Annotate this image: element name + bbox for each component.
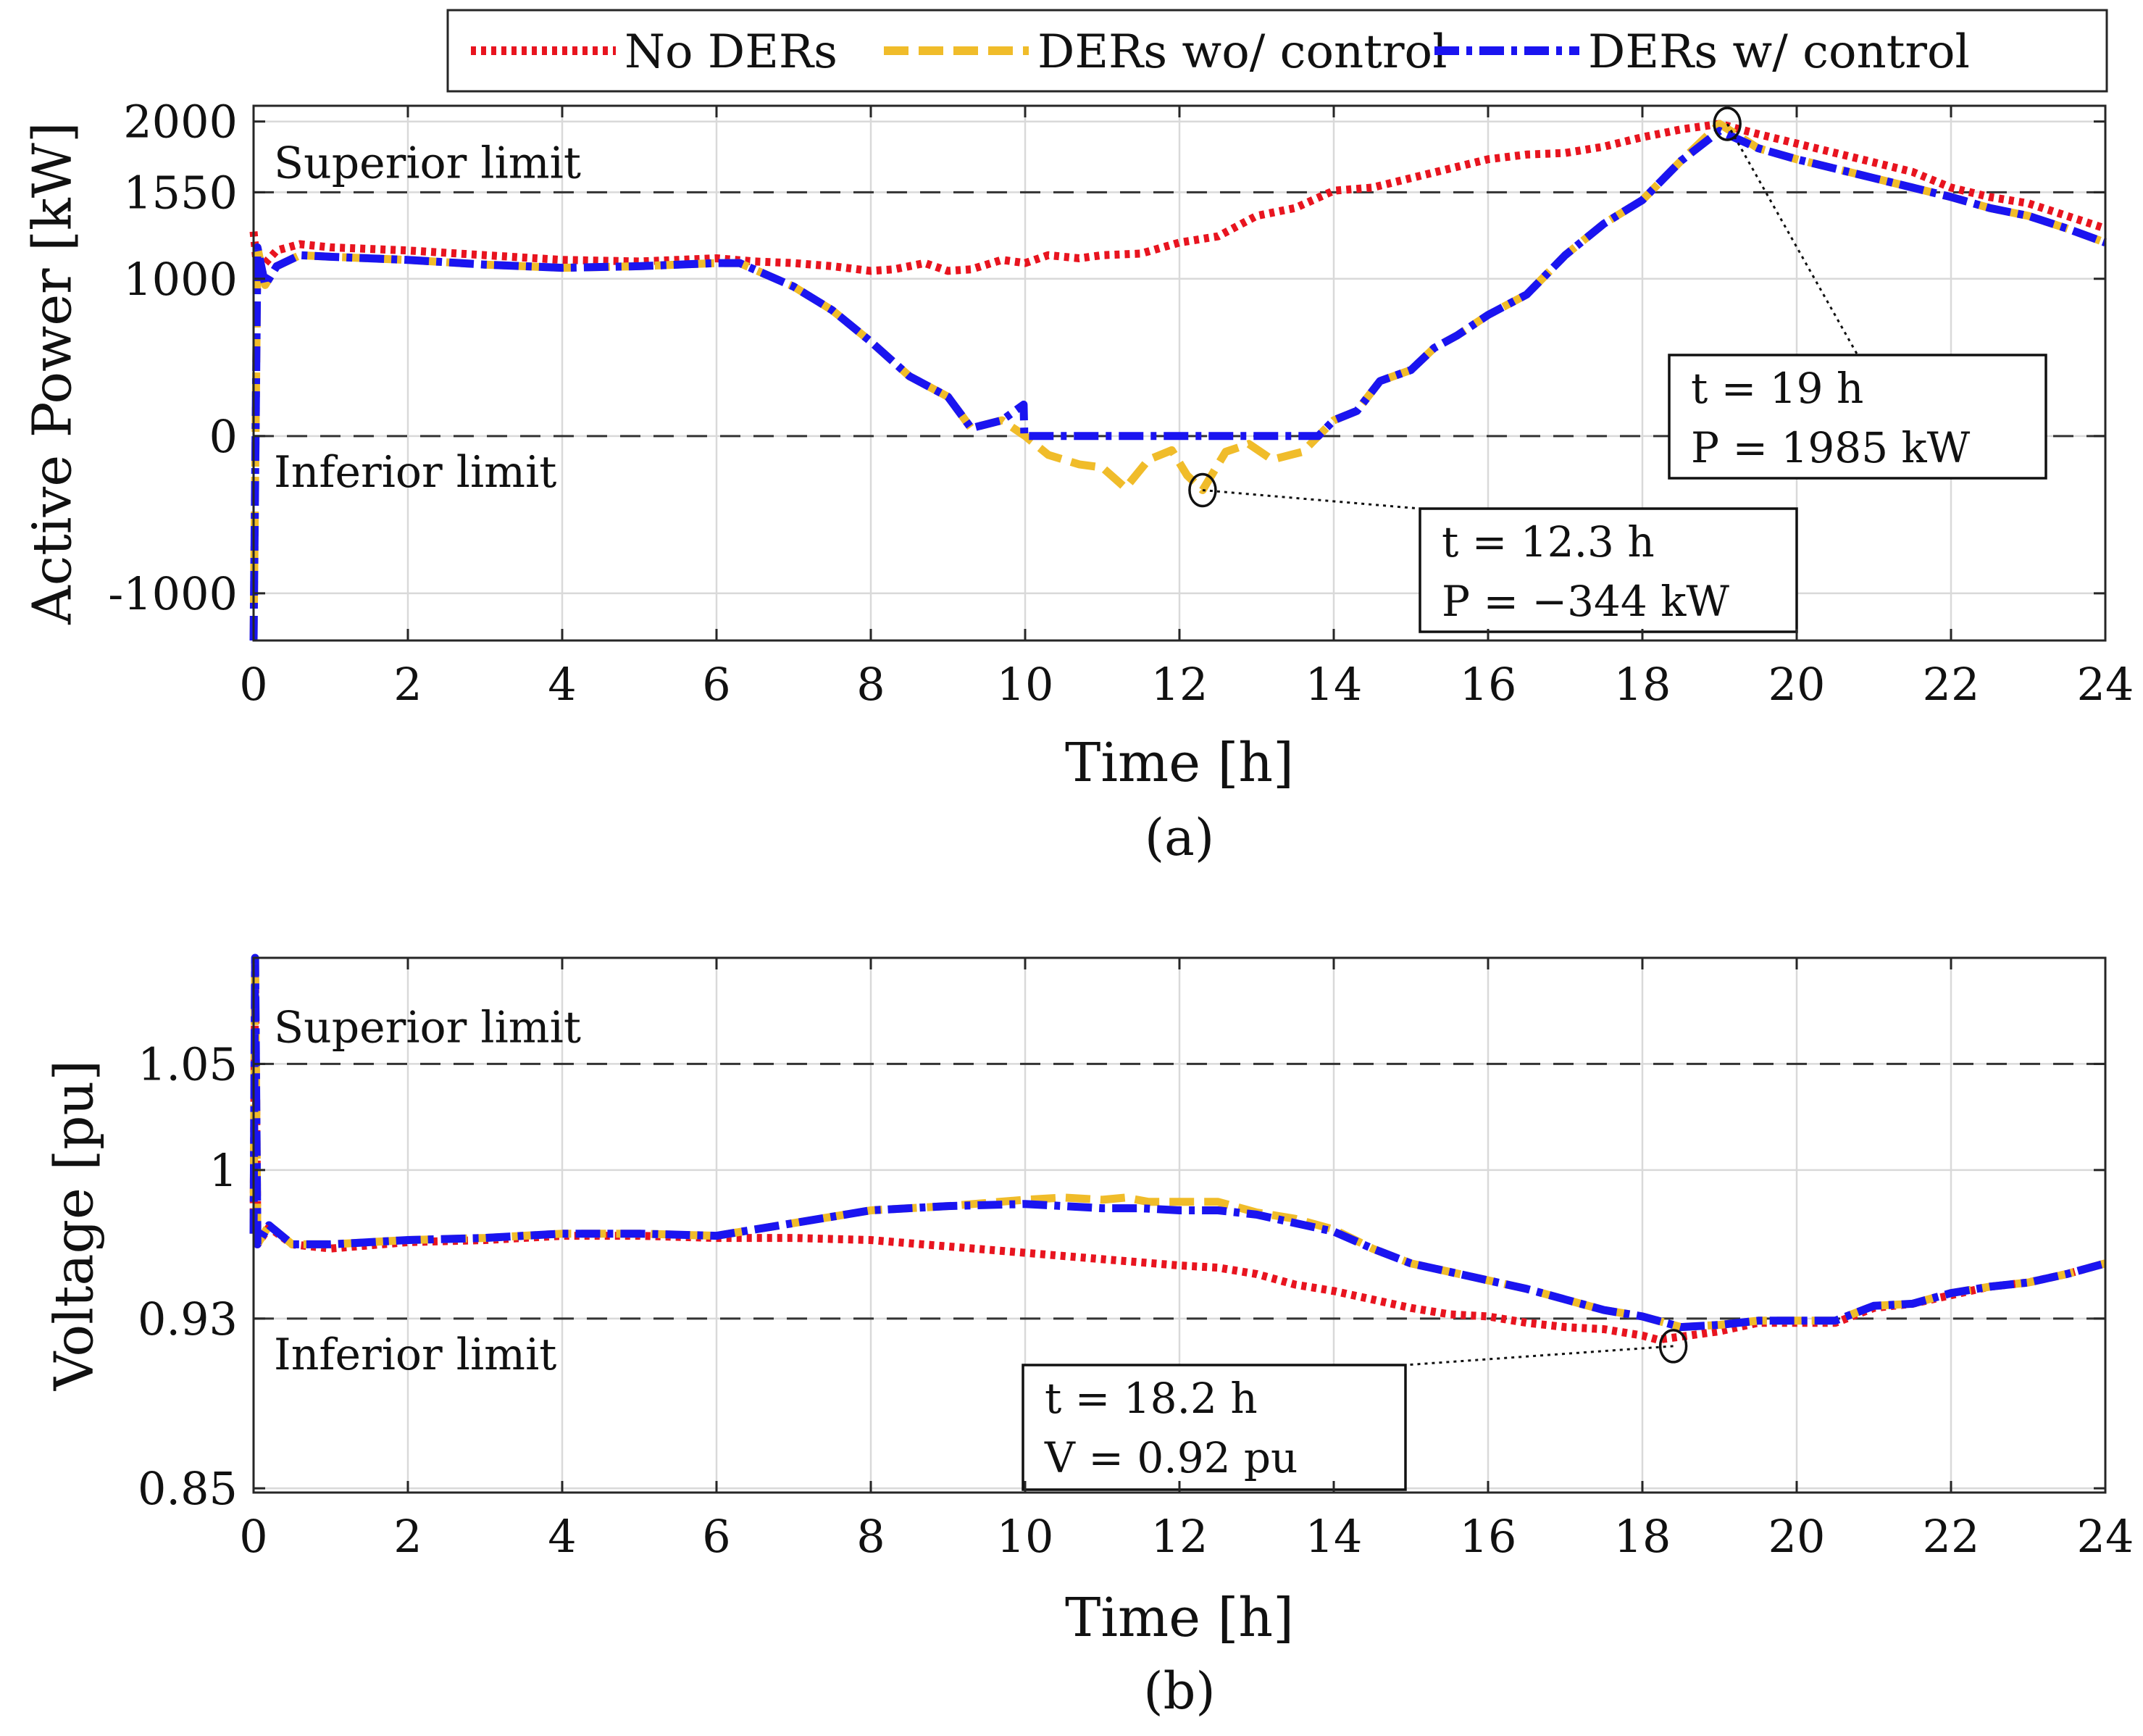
subplot-a-y-tick-label: -1000 [108,567,238,620]
subplot-b-x-tick-label: 24 [2077,1510,2134,1563]
legend-label-ders-wo-control: DERs wo/ control [1037,25,1448,79]
subplot-a-x-tick-label: 8 [856,658,885,711]
subplot-a-y-tick-label: 1000 [123,253,238,306]
subplot-b-x-tick-label: 12 [1151,1510,1208,1563]
subplot-a-datatip-text: t = 12.3 h [1442,517,1655,567]
subplot-b-x-tick-label: 6 [702,1510,730,1563]
subplot-a-datatip-text: P = −344 kW [1442,577,1729,626]
subplot-b-series-ders-w-control [249,953,2107,1332]
subplot-a-inferior-limit-label: Inferior limit [274,447,556,498]
subplot-b-inferior-limit-label: Inferior limit [274,1330,556,1380]
subplot-a-series-ders-w-control [249,127,2107,641]
subplot-a-active-power: t = 19 h P = 1985 kW t = 12.3 h P = −344 kW… [21,96,2134,867]
subplot-a-y-axis-label: Active Power [kW] [21,122,83,625]
subplot-b-x-tick-label: 2 [393,1510,422,1563]
subplot-a-x-tick-label: 6 [702,658,730,711]
subplot-a-datatip-text: t = 19 h [1691,364,1863,413]
subplot-a-datatip-box [1668,354,2047,480]
subplot-b-y-tick-label: 0.85 [138,1462,238,1515]
subplot-a-x-tick-label: 4 [548,658,576,711]
legend: No DERs DERs wo/ control DERs w/ control [446,9,2108,93]
subplot-a-x-tick-label: 14 [1306,658,1363,711]
subplot-b-y-tick-label: 0.93 [138,1293,238,1345]
subplot-a-x-tick-label: 2 [393,658,422,711]
subplot-a-series-no-ders [249,120,2107,275]
subplot-a-y-tick-label: 0 [209,410,238,463]
subplot-b-superior-limit-label: Superior limit [274,1002,581,1053]
subplot-a-x-tick-label: 10 [997,658,1054,711]
subplot-a-caption: (a) [1145,808,1214,867]
legend-label-ders-w-control: DERs w/ control [1588,25,1970,79]
subplot-a-superior-limit-label: Superior limit [274,138,581,188]
subplot-b-x-tick-label: 22 [1923,1510,1980,1563]
subplot-b-series-no-ders [249,975,2107,1344]
subplot-a-datatip-connector [1202,488,1421,510]
subplot-a-x-tick-label: 20 [1768,658,1826,711]
subplot-b-voltage: t = 18.2 hV = 0.92 pu 0 2 4 6 8 10 12 14 16 18 20 2… [43,953,2134,1721]
subplot-b-x-tick-label: 8 [856,1510,885,1563]
subplot-a-datatip-box [1419,507,1798,633]
subplot-b-x-tick-label: 10 [997,1510,1054,1563]
subplot-a-datatip-marker [1188,472,1217,508]
legend-box [446,9,2108,93]
subplot-b-x-axis-label: Time [h] [1065,1587,1294,1649]
subplot-b-x-tick-label: 4 [548,1510,576,1563]
subplot-b-datatip-text: t = 18.2 h [1045,1374,1258,1423]
subplot-a-datatip-marker [1713,107,1742,141]
subplot-a-x-tick-label: 0 [239,658,267,711]
subplot-b-datatip-text: V = 0.92 pu [1044,1433,1298,1482]
subplot-a-y-tick-label: 1550 [123,166,238,219]
subplot-a-y-tick-label: 2000 [123,96,238,149]
subplot-b-datatip-connector [1405,1345,1674,1366]
subplot-a-datatip-text: P = 1985 kW [1691,423,1971,472]
subplot-b-datatip-box [1022,1364,1407,1491]
subplot-a-datatip-connector [1726,123,1859,356]
subplot-b-y-tick-label: 1.05 [138,1038,238,1090]
subplot-a-x-tick-label: 22 [1923,658,1980,711]
subplot-b-y-axis-label: Voltage [pu] [43,1060,105,1391]
subplot-b-x-tick-label: 16 [1460,1510,1517,1563]
subplot-a-x-tick-label: 16 [1460,658,1517,711]
subplot-a-x-tick-label: 24 [2077,658,2134,711]
subplot-a-x-tick-label: 12 [1151,658,1208,711]
subplot-b-x-tick-label: 0 [239,1510,267,1563]
subplot-b-datatip-marker [1658,1329,1688,1364]
subplot-a-x-axis-label: Time [h] [1065,732,1294,794]
subplot-b-x-tick-label: 20 [1768,1510,1826,1563]
subplot-a-x-tick-label: 18 [1614,658,1671,711]
subplot-b-x-tick-label: 14 [1306,1510,1363,1563]
subplot-b-caption: (b) [1143,1661,1215,1721]
subplot-b-y-tick-label: 1 [209,1144,238,1197]
legend-label-no-ders: No DERs [624,25,837,79]
subplot-b-x-tick-label: 18 [1614,1510,1671,1563]
